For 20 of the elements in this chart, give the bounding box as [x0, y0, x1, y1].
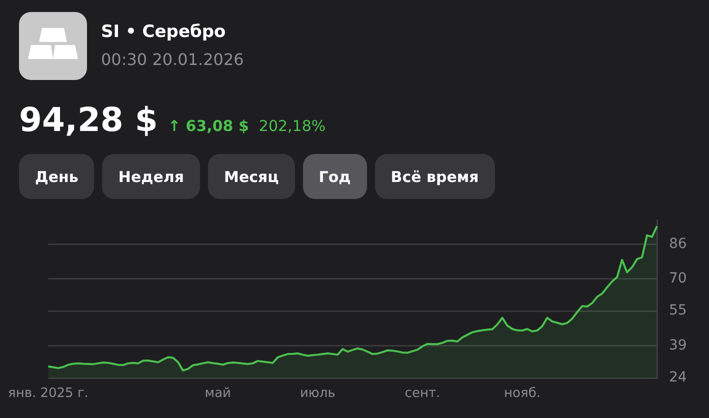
x-tick-label: июль: [300, 386, 336, 402]
x-tick-label: май: [204, 386, 231, 402]
text: День: [19, 154, 94, 199]
text: 202,18%: [258, 117, 326, 135]
chart-title: SI • Серебро: [101, 22, 226, 42]
y-tick-label: 55: [669, 302, 687, 319]
y-tick-label: 70: [669, 270, 687, 286]
y-tick-label: 39: [669, 337, 687, 354]
text: Месяц: [208, 154, 295, 199]
x-tick-label: сент.: [404, 386, 440, 402]
y-tick-label: 86: [669, 236, 687, 252]
y-tick-label: 24: [669, 370, 687, 386]
text: 94,28 $: [19, 100, 158, 139]
text: ↑ 63,08 $: [168, 117, 249, 135]
chart-subtitle: 00:30 20.01.2026: [101, 50, 244, 69]
text: Неделя: [102, 154, 200, 199]
x-tick-label: нояб.: [504, 386, 540, 402]
text: Всё время: [374, 154, 495, 199]
text: Год: [302, 154, 367, 199]
x-tick-label: янв. 2025 г.: [8, 386, 88, 402]
